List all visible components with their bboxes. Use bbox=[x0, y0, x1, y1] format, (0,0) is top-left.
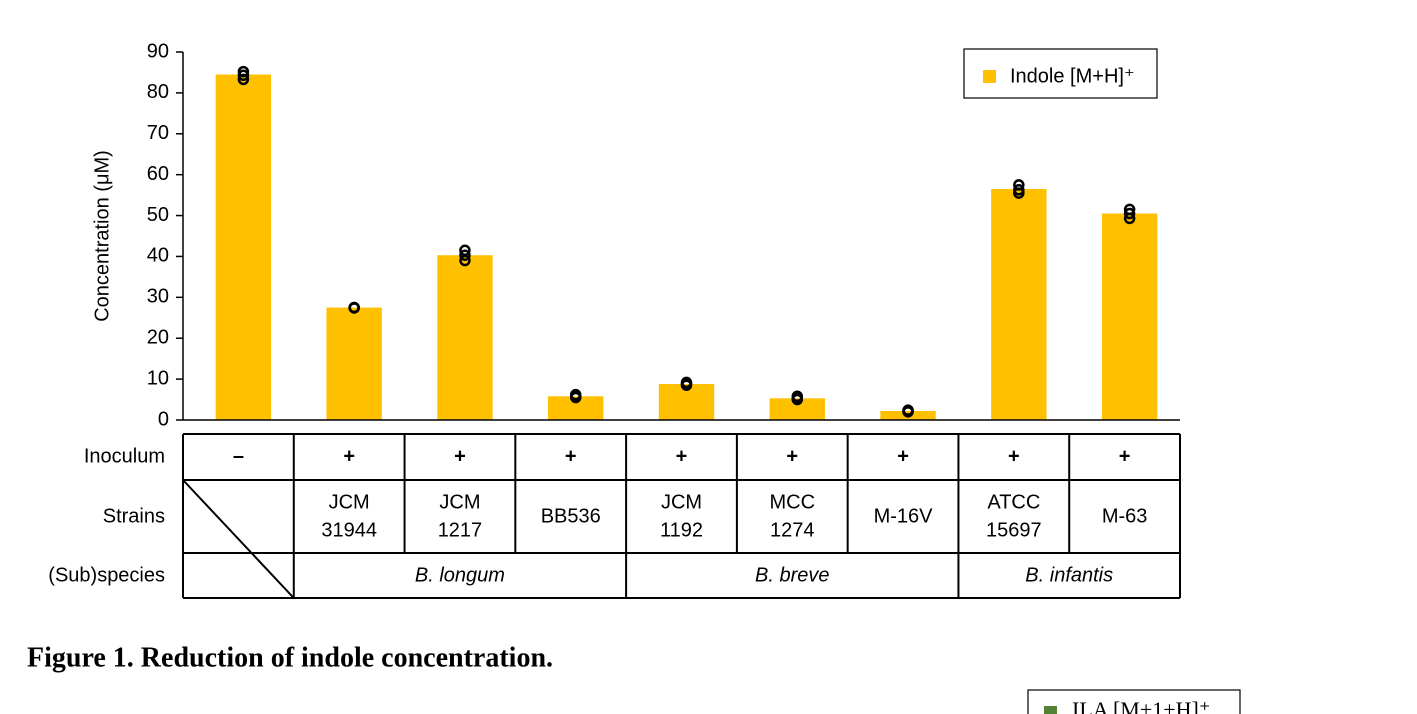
bar bbox=[437, 255, 493, 420]
species-cell: B. breve bbox=[755, 564, 829, 586]
strain-cell: 31944 bbox=[321, 519, 377, 541]
species-cell: B. infantis bbox=[1025, 564, 1113, 586]
replicate-point bbox=[1123, 207, 1136, 220]
y-axis-label: Concentration (μM) bbox=[91, 150, 113, 322]
replicate-point bbox=[237, 69, 250, 82]
next-legend-label: ILA [M+1+H]⁺ bbox=[1072, 697, 1210, 714]
bar bbox=[1101, 213, 1158, 420]
bar bbox=[769, 398, 825, 420]
bar bbox=[991, 188, 1047, 420]
bar bbox=[215, 74, 272, 420]
legend-swatch bbox=[983, 70, 996, 83]
strain-cell: 15697 bbox=[986, 519, 1042, 541]
y-tick-label: 20 bbox=[147, 327, 169, 349]
inoculum-cell: + bbox=[1008, 445, 1020, 467]
next-legend-box bbox=[1027, 689, 1241, 714]
y-tick-label: 0 bbox=[158, 408, 169, 430]
strain-cell: M-16V bbox=[874, 505, 934, 527]
bar bbox=[548, 396, 604, 420]
legend-label: Indole [M+H]⁺ bbox=[1010, 65, 1135, 87]
replicate-point bbox=[902, 406, 914, 418]
strain-cell: BB536 bbox=[541, 505, 601, 527]
next-legend-swatch bbox=[1044, 706, 1057, 714]
y-tick-label: 50 bbox=[147, 204, 169, 226]
y-tick-label: 10 bbox=[147, 367, 169, 389]
strain-cell: 1217 bbox=[438, 519, 483, 541]
row-label: (Sub)species bbox=[48, 564, 165, 586]
inoculum-cell: + bbox=[454, 445, 466, 467]
strain-cell: JCM bbox=[439, 491, 480, 513]
inoculum-cell: – bbox=[233, 445, 244, 467]
species-cell: B. longum bbox=[415, 564, 505, 586]
inoculum-cell: + bbox=[565, 445, 577, 467]
replicate-point bbox=[1013, 187, 1025, 199]
inoculum-cell: + bbox=[343, 445, 355, 467]
caption: Figure 1. Reduction of indole concentrat… bbox=[27, 642, 553, 673]
inoculum-cell: + bbox=[786, 445, 798, 467]
replicate-point bbox=[1123, 212, 1136, 225]
replicate-point bbox=[680, 379, 693, 391]
row-label: Inoculum bbox=[84, 445, 165, 467]
strain-cell: ATCC bbox=[987, 491, 1040, 513]
y-tick-label: 40 bbox=[147, 245, 169, 267]
replicate-point bbox=[237, 73, 250, 86]
strain-cell: MCC bbox=[770, 491, 816, 513]
strain-cell: JCM bbox=[661, 491, 702, 513]
replicate-point bbox=[348, 302, 360, 314]
y-tick-label: 70 bbox=[147, 122, 169, 144]
row-label: Strains bbox=[103, 505, 165, 527]
bar bbox=[326, 307, 382, 420]
y-tick-label: 30 bbox=[147, 286, 169, 308]
y-tick-label: 90 bbox=[147, 40, 169, 62]
table-line bbox=[182, 479, 295, 599]
inoculum-cell: + bbox=[897, 445, 909, 467]
inoculum-cell: + bbox=[1119, 445, 1131, 467]
strain-cell: M-63 bbox=[1102, 505, 1148, 527]
replicate-point bbox=[791, 393, 804, 406]
y-tick-label: 80 bbox=[147, 81, 169, 103]
legend-box bbox=[963, 48, 1158, 99]
strain-cell: JCM bbox=[329, 491, 370, 513]
replicate-point bbox=[569, 391, 582, 404]
strain-cell: 1192 bbox=[660, 519, 703, 541]
strain-cell: 1274 bbox=[770, 519, 815, 541]
replicate-point bbox=[459, 254, 471, 267]
replicate-point bbox=[459, 249, 471, 261]
y-tick-label: 60 bbox=[147, 163, 169, 185]
inoculum-cell: + bbox=[676, 445, 688, 467]
